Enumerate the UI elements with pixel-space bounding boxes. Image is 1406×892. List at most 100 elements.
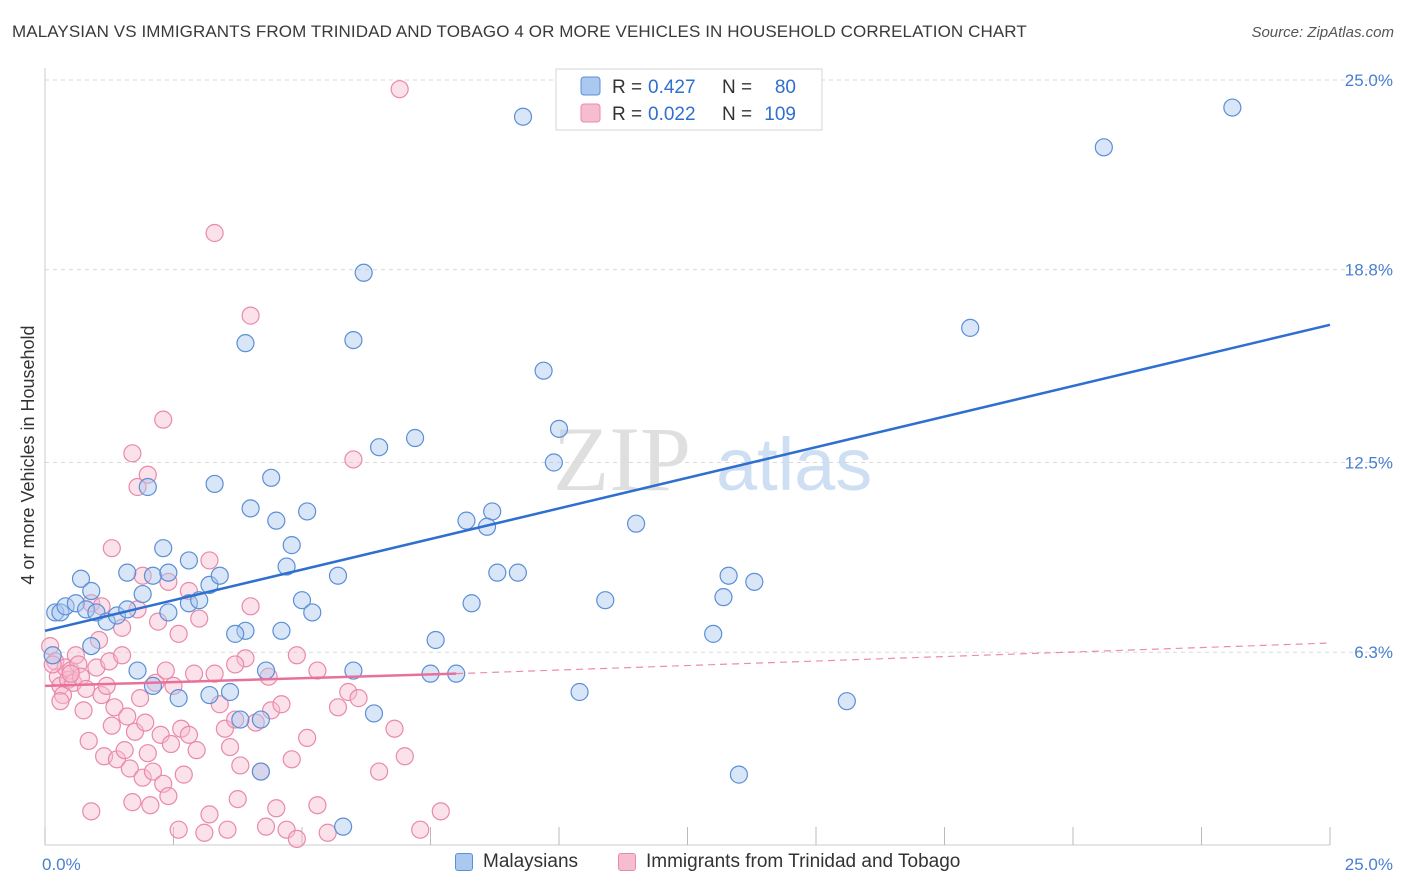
trend-line-trinidad [44,672,457,688]
trinidad-point-20 [97,676,116,695]
malaysian-point-18 [200,575,219,595]
y-tick-labels: 6.3% 12.5% 18.8% 25.0% [1345,71,1393,662]
malaysian-point-12 [133,584,152,604]
malaysian-point-22 [138,477,157,497]
trinidad-point-84 [431,802,450,821]
malaysian-point-64 [370,438,389,457]
trinidad-point-52 [195,823,214,842]
trinidad-point-42 [156,661,175,680]
trinidad-point-50 [184,664,204,683]
malaysian-point-27 [282,536,301,555]
bottom-legend: Malaysians Immigrants from Trinidad and … [0,851,1406,879]
malaysian-point-6 [77,600,96,619]
trend-line-malaysians [44,323,1331,633]
legend-swatch-pink [618,853,636,871]
malaysian-point-2 [56,597,75,616]
trinidad-point-33 [133,768,152,787]
y-tick-label-0: 6.3% [1354,643,1393,662]
trinidad-point-61 [231,756,250,775]
trinidad-point-74 [298,728,317,748]
malaysian-point-25 [262,468,281,487]
legend-r-label-2: R = [612,104,642,125]
malaysian-point-58 [745,572,764,591]
trinidad-point-105 [287,646,306,665]
trinidad-point-57 [218,820,237,839]
trinidad-point-92 [241,306,260,325]
trinidad-point-87 [123,444,142,463]
trinidad-point-70 [272,695,291,714]
legend: R = 0.427 N = 80 R = 0.022 N = 109 [555,68,823,131]
trinidad-point-60 [228,789,247,809]
trinidad-point-54 [205,664,224,683]
trinidad-point-99 [133,566,152,585]
trend-lines [44,323,1331,688]
malaysian-point-14 [159,563,178,582]
malaysian-point-15 [159,603,178,622]
trinidad-point-26 [115,741,134,760]
y-axis-label: 4 or more Vehicles in Household [18,325,38,584]
malaysian-point-57 [719,566,738,585]
malaysian-point-32 [328,566,348,585]
malaysian-point-71 [1094,138,1113,157]
malaysian-point-38 [231,710,250,729]
malaysian-point-23 [205,474,224,494]
legend-item-malaysians[interactable]: Malaysians [455,851,578,873]
malaysian-point-4 [71,569,91,588]
malaysian-point-37 [200,685,219,705]
malaysian-point-28 [298,502,317,521]
malaysian-point-11 [118,563,137,582]
malaysian-point-29 [277,557,296,576]
series-trinidad-points [41,80,450,848]
trinidad-point-102 [43,655,62,674]
malaysian-point-16 [179,594,199,613]
malaysian-point-46 [457,511,476,530]
malaysian-point-26 [267,511,286,530]
trinidad-point-83 [385,719,404,738]
malaysian-point-78 [143,676,163,695]
watermark: ZIP atlas [553,408,872,510]
trinidad-point-29 [123,793,142,812]
trinidad-point-104 [226,655,245,674]
malaysian-point-49 [488,563,507,582]
malaysian-point-47 [483,502,502,521]
trinidad-point-93 [205,223,224,243]
malaysian-point-19 [210,566,229,585]
trinidad-point-39 [148,612,168,631]
x-tick-label-0: 0.0% [42,855,81,874]
trinidad-point-68 [262,701,281,720]
trinidad-point-46 [169,820,188,839]
malaysian-point-63 [236,334,255,353]
trinidad-point-75 [308,796,327,815]
trinidad-point-40 [151,725,170,744]
source-credit: Source: ZipAtlas.com [1251,24,1394,41]
malaysian-point-79 [220,682,240,702]
legend-n-value-1: 80 [775,77,796,98]
malaysian-point-76 [256,661,276,680]
trinidad-point-59 [226,710,245,729]
malaysian-point-50 [508,563,527,582]
trinidad-point-12 [74,701,93,720]
malaysian-point-5 [82,581,101,601]
malaysian-point-48 [462,594,481,613]
legend-item-trinidad[interactable]: Immigrants from Trinidad and Tobago [618,851,960,873]
malaysian-point-74 [82,636,101,656]
x-tick-labels: 0.0% 25.0% [42,855,1393,874]
grid-lines [45,79,1390,653]
trinidad-point-14 [79,731,98,751]
malaysian-point-35 [226,624,245,643]
malaysian-point-36 [169,689,188,708]
trinidad-point-76 [318,823,337,842]
trinidad-point-86 [102,539,121,558]
trinidad-point-94 [344,450,363,469]
trinidad-point-80 [370,762,389,781]
trinidad-point-13 [77,679,96,699]
malaysian-point-69 [513,107,533,126]
trinidad-point-24 [107,750,127,769]
malaysian-point-3 [66,594,85,613]
legend-swatch-trinidad [580,103,601,123]
malaysian-point-72 [1223,98,1242,117]
malaysian-point-67 [549,419,569,438]
malaysian-point-40 [251,762,270,781]
trinidad-point-88 [128,477,147,497]
